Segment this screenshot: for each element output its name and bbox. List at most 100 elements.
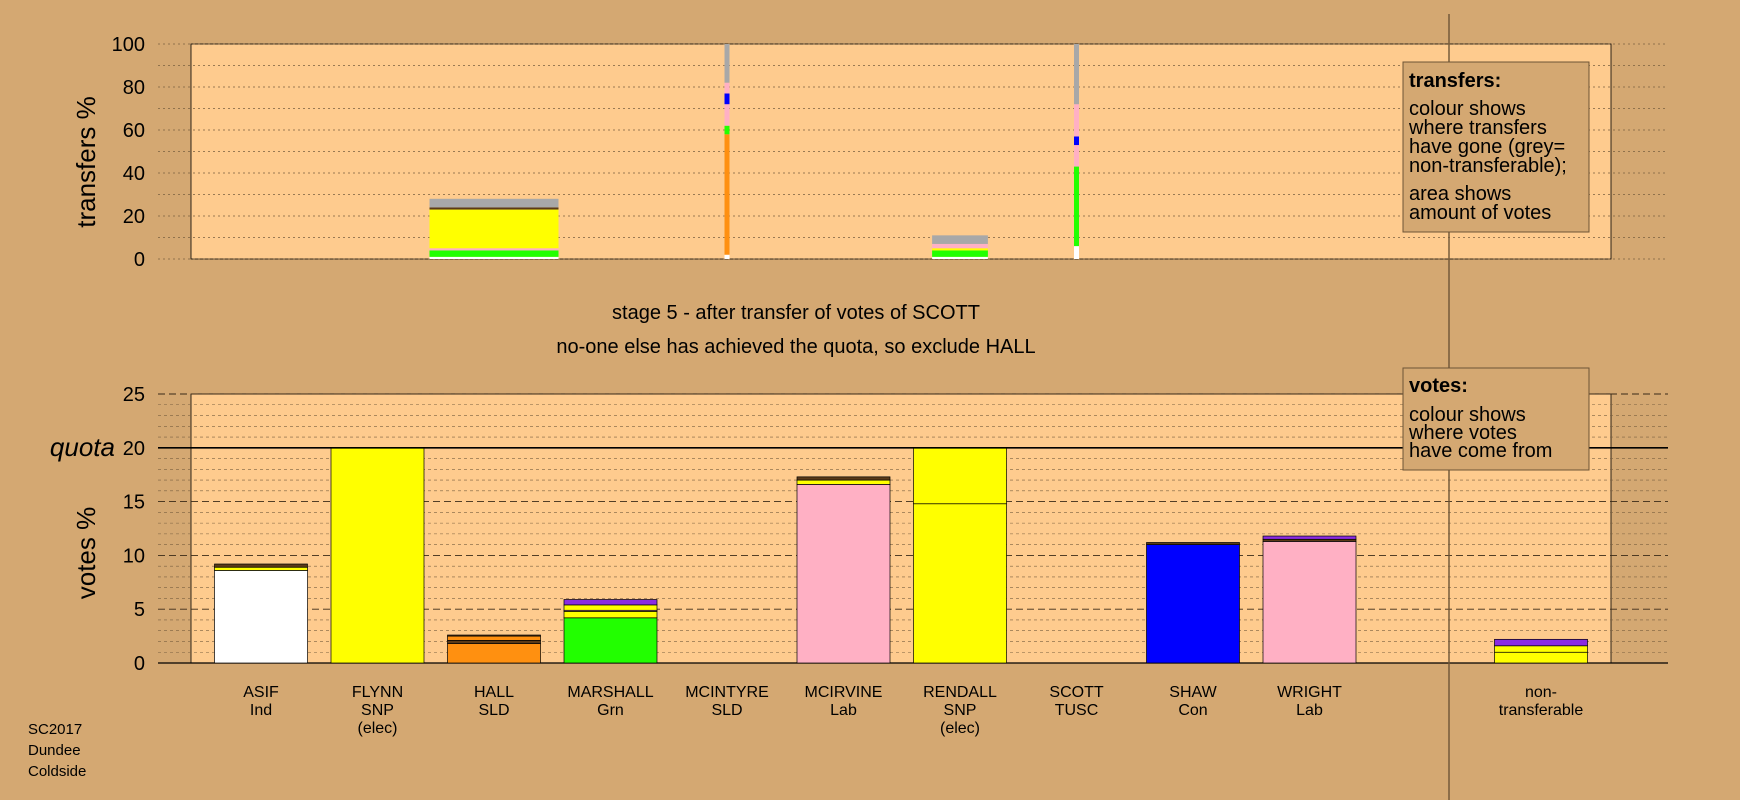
- transfer-segment: [724, 104, 730, 126]
- votes-tick-label: 25: [123, 384, 145, 406]
- vote-segment: [796, 479, 891, 485]
- candidate-label: FLYNN: [352, 684, 403, 701]
- transfer-segment: [932, 235, 988, 244]
- quota-label: quota: [50, 432, 115, 462]
- votes-legend-line: colour shows: [1409, 404, 1526, 426]
- vote-segment: [1262, 541, 1357, 664]
- footer-council: Dundee: [28, 742, 81, 759]
- transfers-chart: 100 80 60 40 20 0 transfers %: [71, 34, 1668, 271]
- transfers-tick-label: 40: [123, 163, 145, 185]
- vote-column-flynn: [330, 447, 425, 664]
- transfer-segment: [1074, 166, 1079, 247]
- transfers-tick-label: 100: [112, 34, 145, 56]
- transfers-legend-line: non-transferable);: [1409, 155, 1567, 177]
- vote-segment: [447, 640, 541, 644]
- transfers-y-ticks: 100 80 60 40 20 0: [112, 34, 145, 271]
- candidate-label: SLD: [711, 702, 742, 719]
- vote-column-hall: [447, 634, 541, 664]
- transfer-segment: [429, 198, 559, 208]
- transfer-segment: [429, 248, 559, 251]
- transfer-segment: [724, 254, 730, 259]
- votes-legend-line: have come from: [1409, 440, 1552, 462]
- votes-tick-label: 10: [123, 545, 145, 567]
- vote-column-marshall: [563, 599, 658, 664]
- votes-tick-label: 5: [134, 599, 145, 621]
- votes-legend-line: where votes: [1408, 422, 1517, 444]
- transfer-segment: [429, 250, 559, 257]
- transfers-legend-line: where transfers: [1408, 117, 1547, 139]
- transfer-column-mcintyre: [724, 44, 730, 259]
- candidate-label: SNP: [944, 702, 977, 719]
- votes-tick-label: 0: [134, 653, 145, 675]
- candidate-label: SLD: [478, 702, 509, 719]
- candidate-label: MARSHALL: [567, 684, 653, 701]
- votes-legend: votes: colour shows where votes have com…: [1402, 367, 1590, 471]
- transfer-segment: [932, 256, 988, 259]
- vote-segment: [447, 634, 541, 637]
- transfers-tick-label: 80: [123, 77, 145, 99]
- candidate-label: HALL: [474, 684, 514, 701]
- transfer-columns: [429, 44, 1079, 259]
- vote-segment: [563, 604, 658, 611]
- vote-segment: [913, 503, 1007, 664]
- candidate-label: Grn: [597, 702, 624, 719]
- transfer-segment: [724, 82, 730, 94]
- candidate-label: Lab: [830, 702, 857, 719]
- vote-segment: [1262, 535, 1357, 540]
- vote-column-shaw: [1146, 542, 1240, 664]
- transfers-legend-line: have gone (grey=: [1409, 136, 1565, 158]
- transfer-column-rendall: [932, 235, 988, 259]
- transfers-tick-label: 0: [134, 249, 145, 271]
- transfers-tick-label: 60: [123, 120, 145, 142]
- candidate-label: (elec): [357, 720, 397, 737]
- votes-legend-box: [1402, 367, 1590, 471]
- transfer-segment: [1074, 136, 1079, 146]
- vote-segment: [1494, 638, 1588, 647]
- transfer-column-scott: [1074, 44, 1079, 259]
- vote-column-mcirvine: [796, 476, 891, 664]
- transfer-segment: [1074, 104, 1079, 137]
- transfer-segment: [1074, 246, 1079, 259]
- vote-columns: [214, 447, 1588, 664]
- vote-column-asif: [214, 563, 308, 664]
- transfer-segment: [429, 209, 559, 249]
- vote-segment: [1146, 544, 1240, 664]
- vote-segment: [563, 599, 658, 606]
- candidate-label: non-: [1525, 684, 1557, 701]
- candidate-label: (elec): [940, 720, 980, 737]
- candidate-label: transferable: [1499, 702, 1584, 719]
- vote-segment: [796, 476, 891, 481]
- vote-segment: [447, 643, 541, 664]
- vote-column-wright: [1262, 535, 1357, 664]
- candidate-label: Ind: [250, 702, 272, 719]
- transfers-y-axis-title: transfers %: [71, 96, 101, 228]
- transfer-segment: [429, 256, 559, 259]
- vote-segment: [214, 566, 308, 571]
- vote-segment: [1494, 645, 1588, 653]
- votes-tick-label: 20: [123, 438, 145, 460]
- votes-y-axis-title: votes %: [71, 507, 101, 600]
- votes-plot-area: [190, 393, 1612, 664]
- transfer-segment: [724, 44, 730, 83]
- vote-segment: [913, 447, 1007, 505]
- transfers-gridlines: [158, 43, 1668, 260]
- candidate-labels: ASIFIndFLYNNSNP(elec)HALLSLDMARSHALLGrnM…: [243, 684, 1583, 737]
- candidate-label: SHAW: [1169, 684, 1217, 701]
- candidate-label: TUSC: [1055, 702, 1099, 719]
- vote-column-non: [1494, 638, 1588, 664]
- transfers-legend-line: colour shows: [1409, 98, 1526, 120]
- vote-segment: [1494, 651, 1588, 664]
- transfer-segment: [1074, 44, 1079, 105]
- vote-segment: [447, 635, 541, 641]
- candidate-label: WRIGHT: [1277, 684, 1342, 701]
- transfer-segment: [932, 243, 988, 249]
- transfer-column-hall: [429, 198, 559, 259]
- footer-election: SC2017: [28, 721, 82, 738]
- stage-description: stage 5 - after transfer of votes of SCO…: [612, 302, 980, 324]
- votes-y-ticks: 25 20 15 10 5 0: [123, 384, 145, 675]
- transfers-legend-line: area shows: [1409, 183, 1511, 205]
- footer-ward: Coldside: [28, 763, 86, 780]
- vote-segment: [563, 617, 658, 664]
